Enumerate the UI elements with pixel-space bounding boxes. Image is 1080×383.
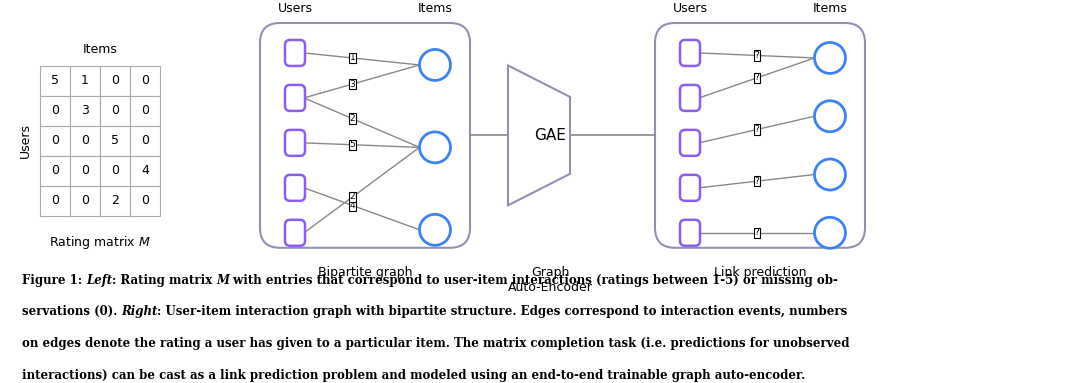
Bar (70, 96, 100, 126)
Text: Users: Users (18, 123, 31, 159)
Bar (70, 156, 100, 186)
Text: 0: 0 (141, 74, 149, 87)
Bar (100, 126, 130, 156)
Bar (70, 66, 100, 96)
Circle shape (419, 132, 450, 163)
Bar (70, 126, 100, 156)
Text: 2: 2 (111, 194, 119, 207)
Text: Link prediction: Link prediction (714, 266, 807, 279)
Text: on edges denote the rating a user has given to a particular item. The matrix com: on edges denote the rating a user has gi… (22, 337, 849, 350)
Text: with entries that correspond to user-item interactions (ratings between 1-5) or : with entries that correspond to user-ite… (229, 274, 838, 287)
FancyBboxPatch shape (680, 130, 700, 156)
Text: 1: 1 (81, 74, 89, 87)
Text: 5: 5 (350, 140, 355, 149)
Circle shape (419, 214, 450, 245)
FancyBboxPatch shape (680, 85, 700, 111)
FancyBboxPatch shape (285, 85, 305, 111)
Circle shape (814, 43, 846, 74)
Text: 0: 0 (51, 105, 59, 118)
Text: 0: 0 (111, 105, 119, 118)
FancyBboxPatch shape (654, 23, 865, 248)
Text: 1: 1 (350, 54, 355, 62)
Text: Rating matrix $M$: Rating matrix $M$ (49, 234, 151, 251)
Text: Users: Users (278, 2, 312, 15)
Text: interactions) can be cast as a link prediction problem and modeled using an end-: interactions) can be cast as a link pred… (22, 369, 805, 382)
FancyBboxPatch shape (285, 40, 305, 66)
Text: Items: Items (82, 43, 118, 56)
Text: 4: 4 (141, 164, 149, 177)
Text: ?: ? (754, 228, 759, 237)
Text: : User-item interaction graph with bipartite structure. Edges correspond to inte: : User-item interaction graph with bipar… (158, 305, 848, 318)
Text: 5: 5 (111, 134, 119, 147)
Text: 0: 0 (111, 74, 119, 87)
FancyBboxPatch shape (285, 130, 305, 156)
Text: 0: 0 (111, 164, 119, 177)
Bar (130, 66, 160, 96)
Circle shape (419, 49, 450, 80)
Bar (40, 126, 70, 156)
Polygon shape (508, 65, 570, 205)
Text: ?: ? (754, 51, 759, 60)
Bar (130, 156, 160, 186)
FancyBboxPatch shape (285, 175, 305, 201)
Bar (100, 66, 130, 96)
Text: 4: 4 (350, 201, 355, 210)
Text: 0: 0 (81, 164, 89, 177)
Text: : Rating matrix: : Rating matrix (112, 274, 216, 287)
FancyBboxPatch shape (260, 23, 470, 248)
FancyBboxPatch shape (680, 220, 700, 246)
Text: ?: ? (754, 74, 759, 82)
Circle shape (814, 159, 846, 190)
Text: 3: 3 (350, 80, 355, 88)
FancyBboxPatch shape (680, 175, 700, 201)
Bar (70, 186, 100, 216)
Bar (100, 156, 130, 186)
Bar (40, 186, 70, 216)
Text: 0: 0 (81, 134, 89, 147)
Text: 3: 3 (81, 105, 89, 118)
Text: Left: Left (85, 274, 112, 287)
Bar (100, 96, 130, 126)
Text: 0: 0 (81, 194, 89, 207)
Circle shape (814, 217, 846, 248)
Text: Items: Items (418, 2, 453, 15)
Text: ?: ? (754, 125, 759, 134)
Text: ?: ? (754, 177, 759, 186)
Bar (40, 96, 70, 126)
Text: 0: 0 (141, 134, 149, 147)
Text: Figure 1:: Figure 1: (22, 274, 85, 287)
Bar (130, 96, 160, 126)
Text: servations (0).: servations (0). (22, 305, 121, 318)
Text: M: M (216, 274, 229, 287)
Circle shape (814, 101, 846, 132)
Bar (40, 66, 70, 96)
Bar (100, 186, 130, 216)
Text: 5: 5 (51, 74, 59, 87)
FancyBboxPatch shape (680, 40, 700, 66)
Text: 0: 0 (51, 194, 59, 207)
Text: 0: 0 (51, 164, 59, 177)
Text: 0: 0 (51, 134, 59, 147)
Text: 2: 2 (350, 114, 355, 123)
Text: Items: Items (812, 2, 848, 15)
Text: 0: 0 (141, 105, 149, 118)
Bar (130, 126, 160, 156)
Text: GAE: GAE (535, 128, 566, 143)
FancyBboxPatch shape (285, 220, 305, 246)
Bar (40, 156, 70, 186)
Text: Users: Users (673, 2, 707, 15)
Text: Bipartite graph: Bipartite graph (318, 266, 413, 279)
Text: Right: Right (121, 305, 158, 318)
Bar (130, 186, 160, 216)
Text: 0: 0 (141, 194, 149, 207)
Text: Graph
Auto-Encoder: Graph Auto-Encoder (508, 266, 593, 294)
Text: 2: 2 (350, 192, 355, 201)
